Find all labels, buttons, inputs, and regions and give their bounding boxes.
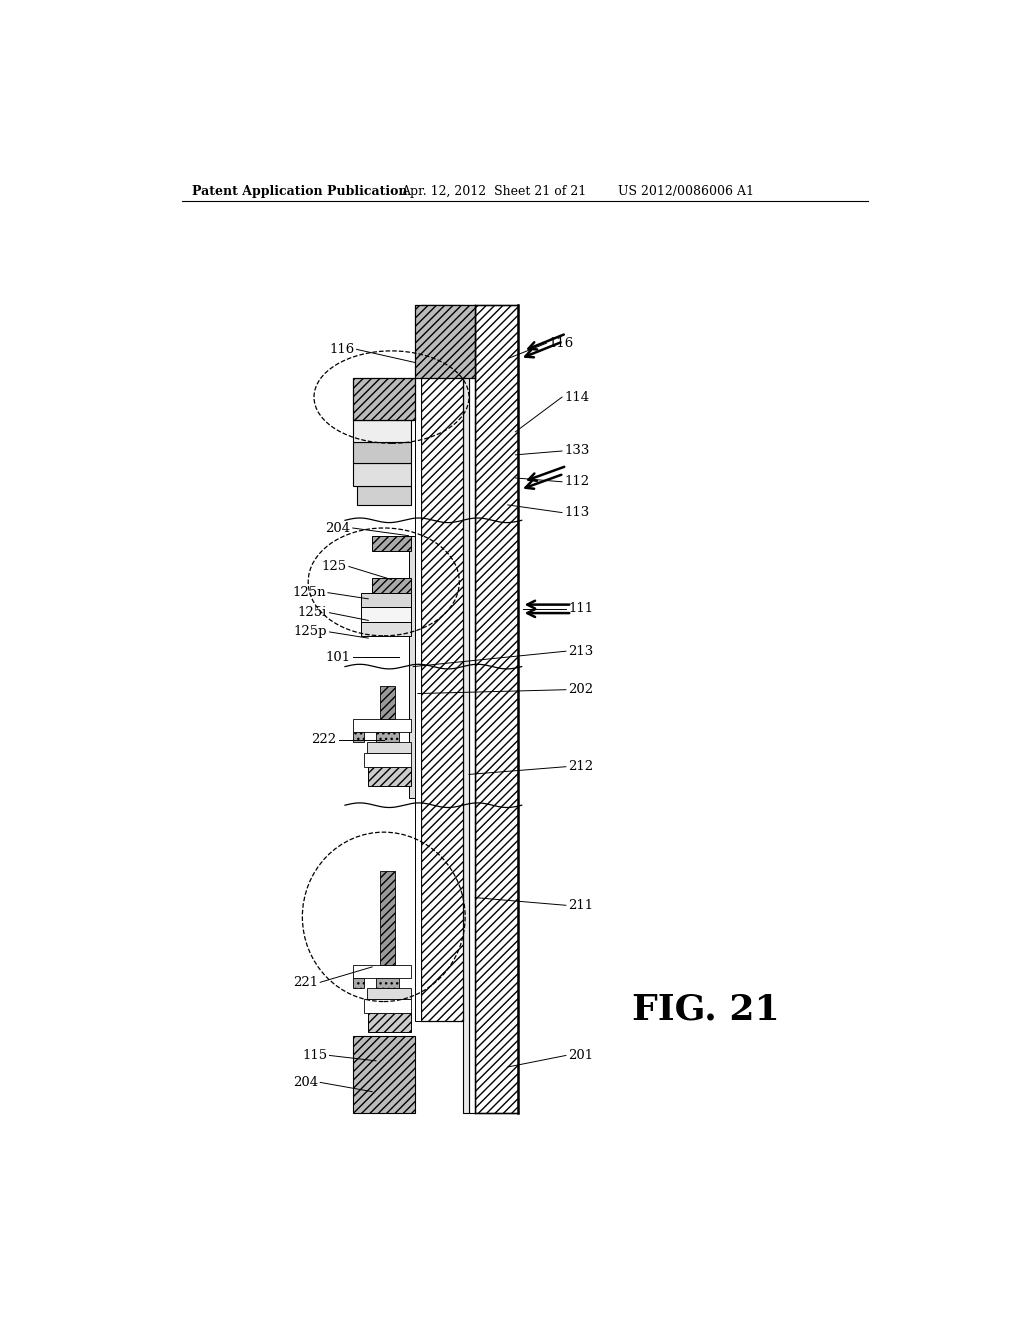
Polygon shape	[367, 742, 411, 752]
Text: 222: 222	[311, 733, 337, 746]
Text: US 2012/0086006 A1: US 2012/0086006 A1	[617, 185, 754, 198]
Text: 202: 202	[568, 684, 593, 696]
Polygon shape	[469, 305, 475, 1113]
Polygon shape	[356, 486, 411, 506]
Polygon shape	[360, 607, 411, 622]
Polygon shape	[463, 305, 469, 1113]
Text: 114: 114	[564, 391, 590, 404]
Polygon shape	[367, 989, 411, 999]
Polygon shape	[365, 752, 411, 767]
Text: 101: 101	[326, 651, 350, 664]
Text: 204: 204	[293, 1076, 317, 1089]
Polygon shape	[352, 978, 365, 989]
Text: 212: 212	[568, 760, 593, 774]
Polygon shape	[352, 965, 411, 978]
Polygon shape	[380, 686, 395, 719]
Polygon shape	[352, 1036, 415, 1113]
Text: Patent Application Publication: Patent Application Publication	[191, 185, 408, 198]
Text: 201: 201	[568, 1049, 593, 1063]
Polygon shape	[352, 378, 415, 420]
Polygon shape	[372, 536, 411, 552]
Text: 125n: 125n	[292, 586, 326, 599]
Polygon shape	[475, 305, 518, 1113]
Polygon shape	[409, 536, 415, 797]
Text: 221: 221	[293, 975, 317, 989]
Text: 211: 211	[568, 899, 593, 912]
Polygon shape	[352, 462, 411, 486]
Text: 133: 133	[564, 445, 590, 458]
Text: 116: 116	[549, 337, 574, 350]
Text: FIG. 21: FIG. 21	[632, 993, 779, 1026]
Polygon shape	[376, 978, 399, 989]
Polygon shape	[376, 733, 399, 742]
Polygon shape	[369, 767, 411, 785]
Text: 116: 116	[329, 343, 354, 356]
Text: Apr. 12, 2012  Sheet 21 of 21: Apr. 12, 2012 Sheet 21 of 21	[400, 185, 586, 198]
Polygon shape	[415, 305, 475, 378]
Text: 125p: 125p	[294, 626, 328, 639]
Polygon shape	[360, 622, 411, 636]
Text: 213: 213	[568, 644, 594, 657]
Polygon shape	[360, 594, 411, 607]
Text: 111: 111	[568, 602, 593, 615]
Polygon shape	[372, 578, 411, 594]
Text: 115: 115	[302, 1049, 328, 1063]
Polygon shape	[352, 733, 365, 742]
Text: 204: 204	[326, 521, 350, 535]
Text: 125: 125	[322, 560, 346, 573]
Polygon shape	[415, 305, 421, 1020]
Text: 112: 112	[564, 475, 590, 488]
Text: 113: 113	[564, 506, 590, 519]
Polygon shape	[352, 442, 411, 462]
Text: 125i: 125i	[298, 606, 328, 619]
Polygon shape	[352, 719, 411, 733]
Polygon shape	[365, 999, 411, 1014]
Polygon shape	[380, 871, 395, 965]
Polygon shape	[421, 305, 463, 1020]
Polygon shape	[369, 1014, 411, 1032]
Polygon shape	[352, 420, 411, 442]
